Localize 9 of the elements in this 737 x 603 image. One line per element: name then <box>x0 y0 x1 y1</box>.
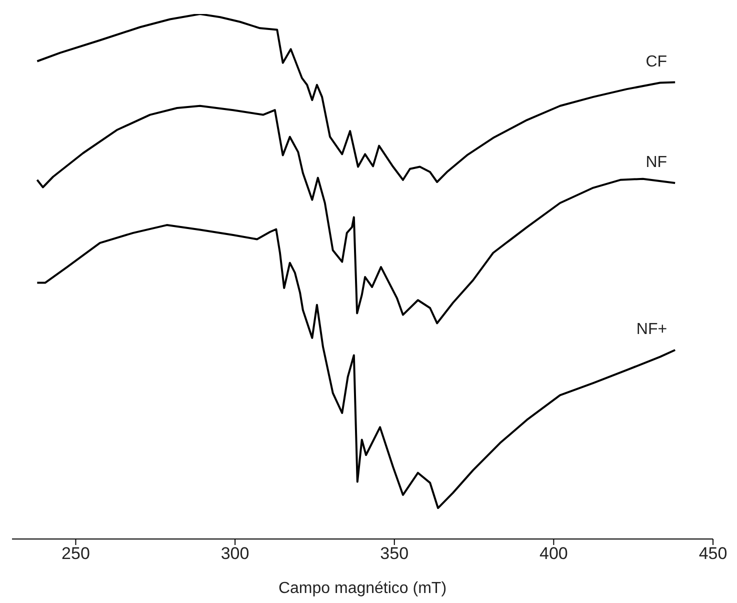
x-axis-title: Campo magnético (mT) <box>278 580 447 597</box>
x-tick-label: 350 <box>380 544 409 564</box>
x-tick-label: 450 <box>698 544 728 564</box>
series-label: NF+ <box>636 321 668 338</box>
series-label: NF <box>646 154 668 172</box>
series-label: CF <box>646 53 668 70</box>
x-tick-label: 400 <box>539 544 568 564</box>
x-tick-label: 250 <box>62 544 90 564</box>
x-tick-label: 300 <box>220 544 250 564</box>
